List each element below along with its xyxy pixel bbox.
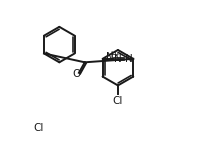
Text: N: N [105, 52, 113, 62]
Text: Cl: Cl [34, 123, 44, 133]
Text: Cl: Cl [112, 96, 123, 106]
Text: N: N [124, 54, 132, 64]
Text: O: O [72, 69, 80, 78]
Text: H: H [110, 51, 115, 60]
Text: N: N [113, 54, 121, 64]
Text: ⁺: ⁺ [114, 51, 119, 61]
